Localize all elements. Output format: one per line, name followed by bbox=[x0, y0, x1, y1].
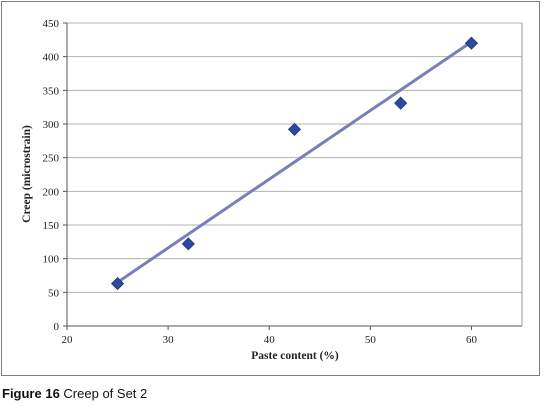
trendline bbox=[116, 40, 473, 284]
x-axis-ticks: 20 30 40 50 60 bbox=[62, 326, 478, 346]
gridlines bbox=[67, 22, 522, 293]
y-tick-label-350: 350 bbox=[43, 85, 60, 97]
x-axis-title: Paste content (%) bbox=[251, 350, 339, 362]
trendline-group bbox=[116, 40, 473, 284]
y-tick-label-150: 150 bbox=[43, 220, 60, 232]
y-tick-label-450: 450 bbox=[43, 18, 60, 30]
data-point-5 bbox=[464, 36, 479, 50]
y-axis-title: Creep (microstrain) bbox=[21, 125, 33, 223]
y-tick-label-50: 50 bbox=[48, 287, 60, 299]
scatter-chart: 0 50 100 150 200 250 300 350 400 450 20 30 40 50 60 C… bbox=[21, 18, 523, 362]
chart-frame bbox=[1, 1, 540, 376]
y-tick-label-200: 200 bbox=[43, 186, 60, 198]
y-tick-label-250: 250 bbox=[43, 153, 60, 165]
x-tick-label-30: 30 bbox=[163, 334, 175, 346]
figure-caption-label: Figure 16 bbox=[2, 386, 60, 401]
figure-caption: Figure 16 Creep of Set 2 bbox=[2, 386, 147, 401]
x-tick-label-40: 40 bbox=[264, 334, 276, 346]
y-tick-label-400: 400 bbox=[43, 52, 60, 64]
figure-caption-text: Creep of Set 2 bbox=[63, 386, 148, 401]
y-tick-label-300: 300 bbox=[43, 119, 60, 131]
y-axis-ticks: 0 50 100 150 200 250 300 350 400 450 bbox=[43, 18, 67, 333]
data-point-1 bbox=[110, 277, 125, 291]
data-points bbox=[110, 36, 479, 291]
data-point-3 bbox=[287, 122, 302, 136]
y-tick-label-100: 100 bbox=[43, 254, 60, 266]
axes bbox=[66, 23, 523, 327]
x-tick-label-20: 20 bbox=[62, 334, 74, 346]
x-tick-label-50: 50 bbox=[365, 334, 377, 346]
x-tick-label-60: 60 bbox=[466, 334, 478, 346]
data-point-2 bbox=[181, 237, 195, 251]
y-tick-label-0: 0 bbox=[54, 321, 60, 333]
data-point-4 bbox=[394, 96, 408, 110]
